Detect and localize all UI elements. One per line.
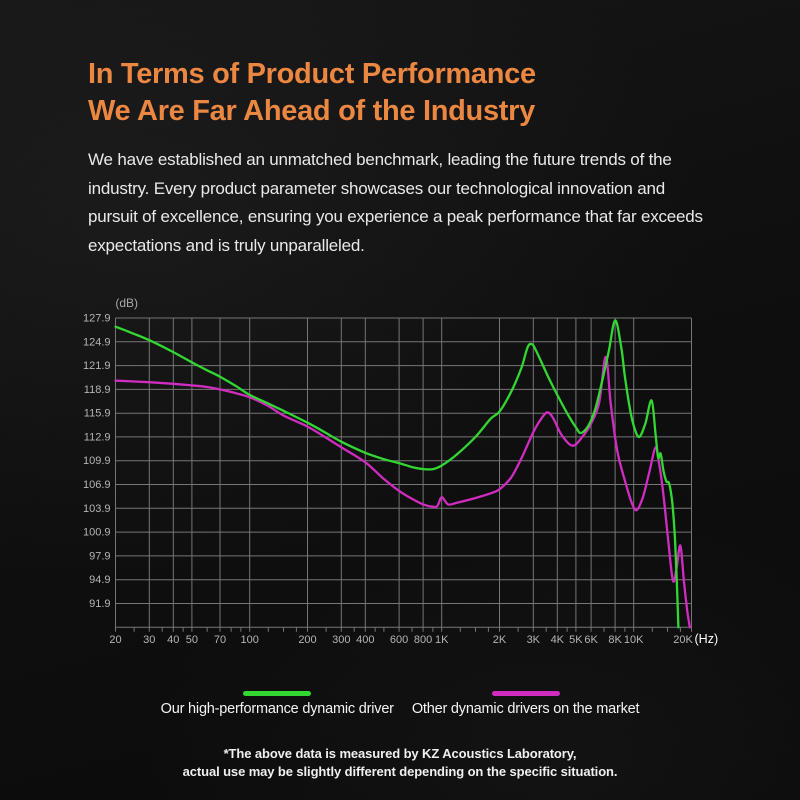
page-title: In Terms of Product Performance We Are F…: [88, 56, 536, 130]
series-curves: [114, 319, 691, 629]
legend-item-high-performance-driver: Our high-performance dynamic driver: [161, 691, 394, 717]
svg-text:115.9: 115.9: [84, 408, 111, 420]
svg-text:106.9: 106.9: [83, 479, 111, 491]
svg-text:118.9: 118.9: [84, 384, 111, 396]
svg-text:20K: 20K: [673, 634, 693, 646]
svg-text:100: 100: [241, 634, 259, 646]
svg-text:97.9: 97.9: [89, 550, 110, 562]
series-line: [114, 319, 680, 629]
series-line: [114, 355, 691, 629]
svg-text:600: 600: [390, 634, 408, 646]
svg-text:10K: 10K: [624, 634, 644, 646]
legend-label: Other dynamic drivers on the market: [411, 701, 640, 717]
intro-line: expectations and is truly unparalleled.: [88, 235, 365, 255]
svg-text:103.9: 103.9: [83, 503, 111, 515]
legend-swatch-magenta: [491, 691, 560, 696]
svg-text:50: 50: [186, 634, 198, 646]
intro-paragraph: We have established an unmatched benchma…: [88, 146, 748, 260]
svg-text:70: 70: [214, 634, 226, 646]
svg-text:5K: 5K: [569, 634, 583, 646]
svg-text:100.9: 100.9: [83, 527, 111, 539]
svg-text:2K: 2K: [493, 634, 507, 646]
page-title-line1: In Terms of Product Performance: [88, 58, 536, 90]
svg-text:8K: 8K: [608, 634, 622, 646]
svg-text:300: 300: [332, 634, 350, 646]
svg-text:4K: 4K: [551, 634, 565, 646]
footnote-line: actual use may be slightly different dep…: [182, 763, 618, 779]
svg-text:30: 30: [143, 634, 155, 646]
svg-text:94.9: 94.9: [89, 574, 110, 586]
footnote: *The above data is measured by KZ Acoust…: [0, 745, 800, 780]
svg-text:200: 200: [298, 634, 316, 646]
x-axis-labels: 20 30 40 50 70 100 200 300 400 600 800 1K 2K 3K 4K 5K 6K…: [109, 634, 693, 646]
y-axis-unit-label: (dB): [115, 296, 138, 310]
svg-text:20: 20: [109, 634, 121, 646]
legend-item-other-drivers: Other dynamic drivers on the market: [412, 691, 640, 717]
svg-text:400: 400: [356, 634, 374, 646]
intro-line: We have established an unmatched benchma…: [88, 150, 672, 169]
svg-text:109.9: 109.9: [83, 455, 111, 467]
legend-label: Our high-performance dynamic driver: [160, 701, 394, 717]
intro-line: industry. Every product parameter showca…: [88, 178, 665, 198]
y-axis-labels: 127.9 124.9 121.9 118.9 115.9 112.9 109.9 106.9…: [83, 313, 111, 611]
chart-legend: Our high-performance dynamic driver Othe…: [0, 691, 800, 717]
intro-line: pursuit of excellence, ensuring you expe…: [88, 207, 703, 226]
svg-text:3K: 3K: [527, 634, 541, 646]
svg-text:40: 40: [167, 634, 179, 646]
page-title-line2: We Are Far Ahead of the Industry: [88, 95, 535, 127]
svg-text:127.9: 127.9: [83, 313, 111, 325]
x-axis-ticks: [115, 627, 692, 632]
x-axis-unit-label: (Hz): [695, 632, 719, 646]
svg-text:6K: 6K: [584, 634, 598, 646]
vertical-gridlines: [115, 318, 692, 628]
svg-text:1K: 1K: [435, 634, 449, 646]
svg-text:800: 800: [414, 634, 432, 646]
legend-swatch-green: [243, 691, 312, 696]
svg-text:112.9: 112.9: [84, 431, 111, 443]
svg-text:124.9: 124.9: [83, 336, 111, 348]
svg-text:91.9: 91.9: [89, 598, 110, 610]
footnote-line: *The above data is measured by KZ Acoust…: [223, 746, 577, 761]
svg-text:121.9: 121.9: [83, 360, 111, 372]
